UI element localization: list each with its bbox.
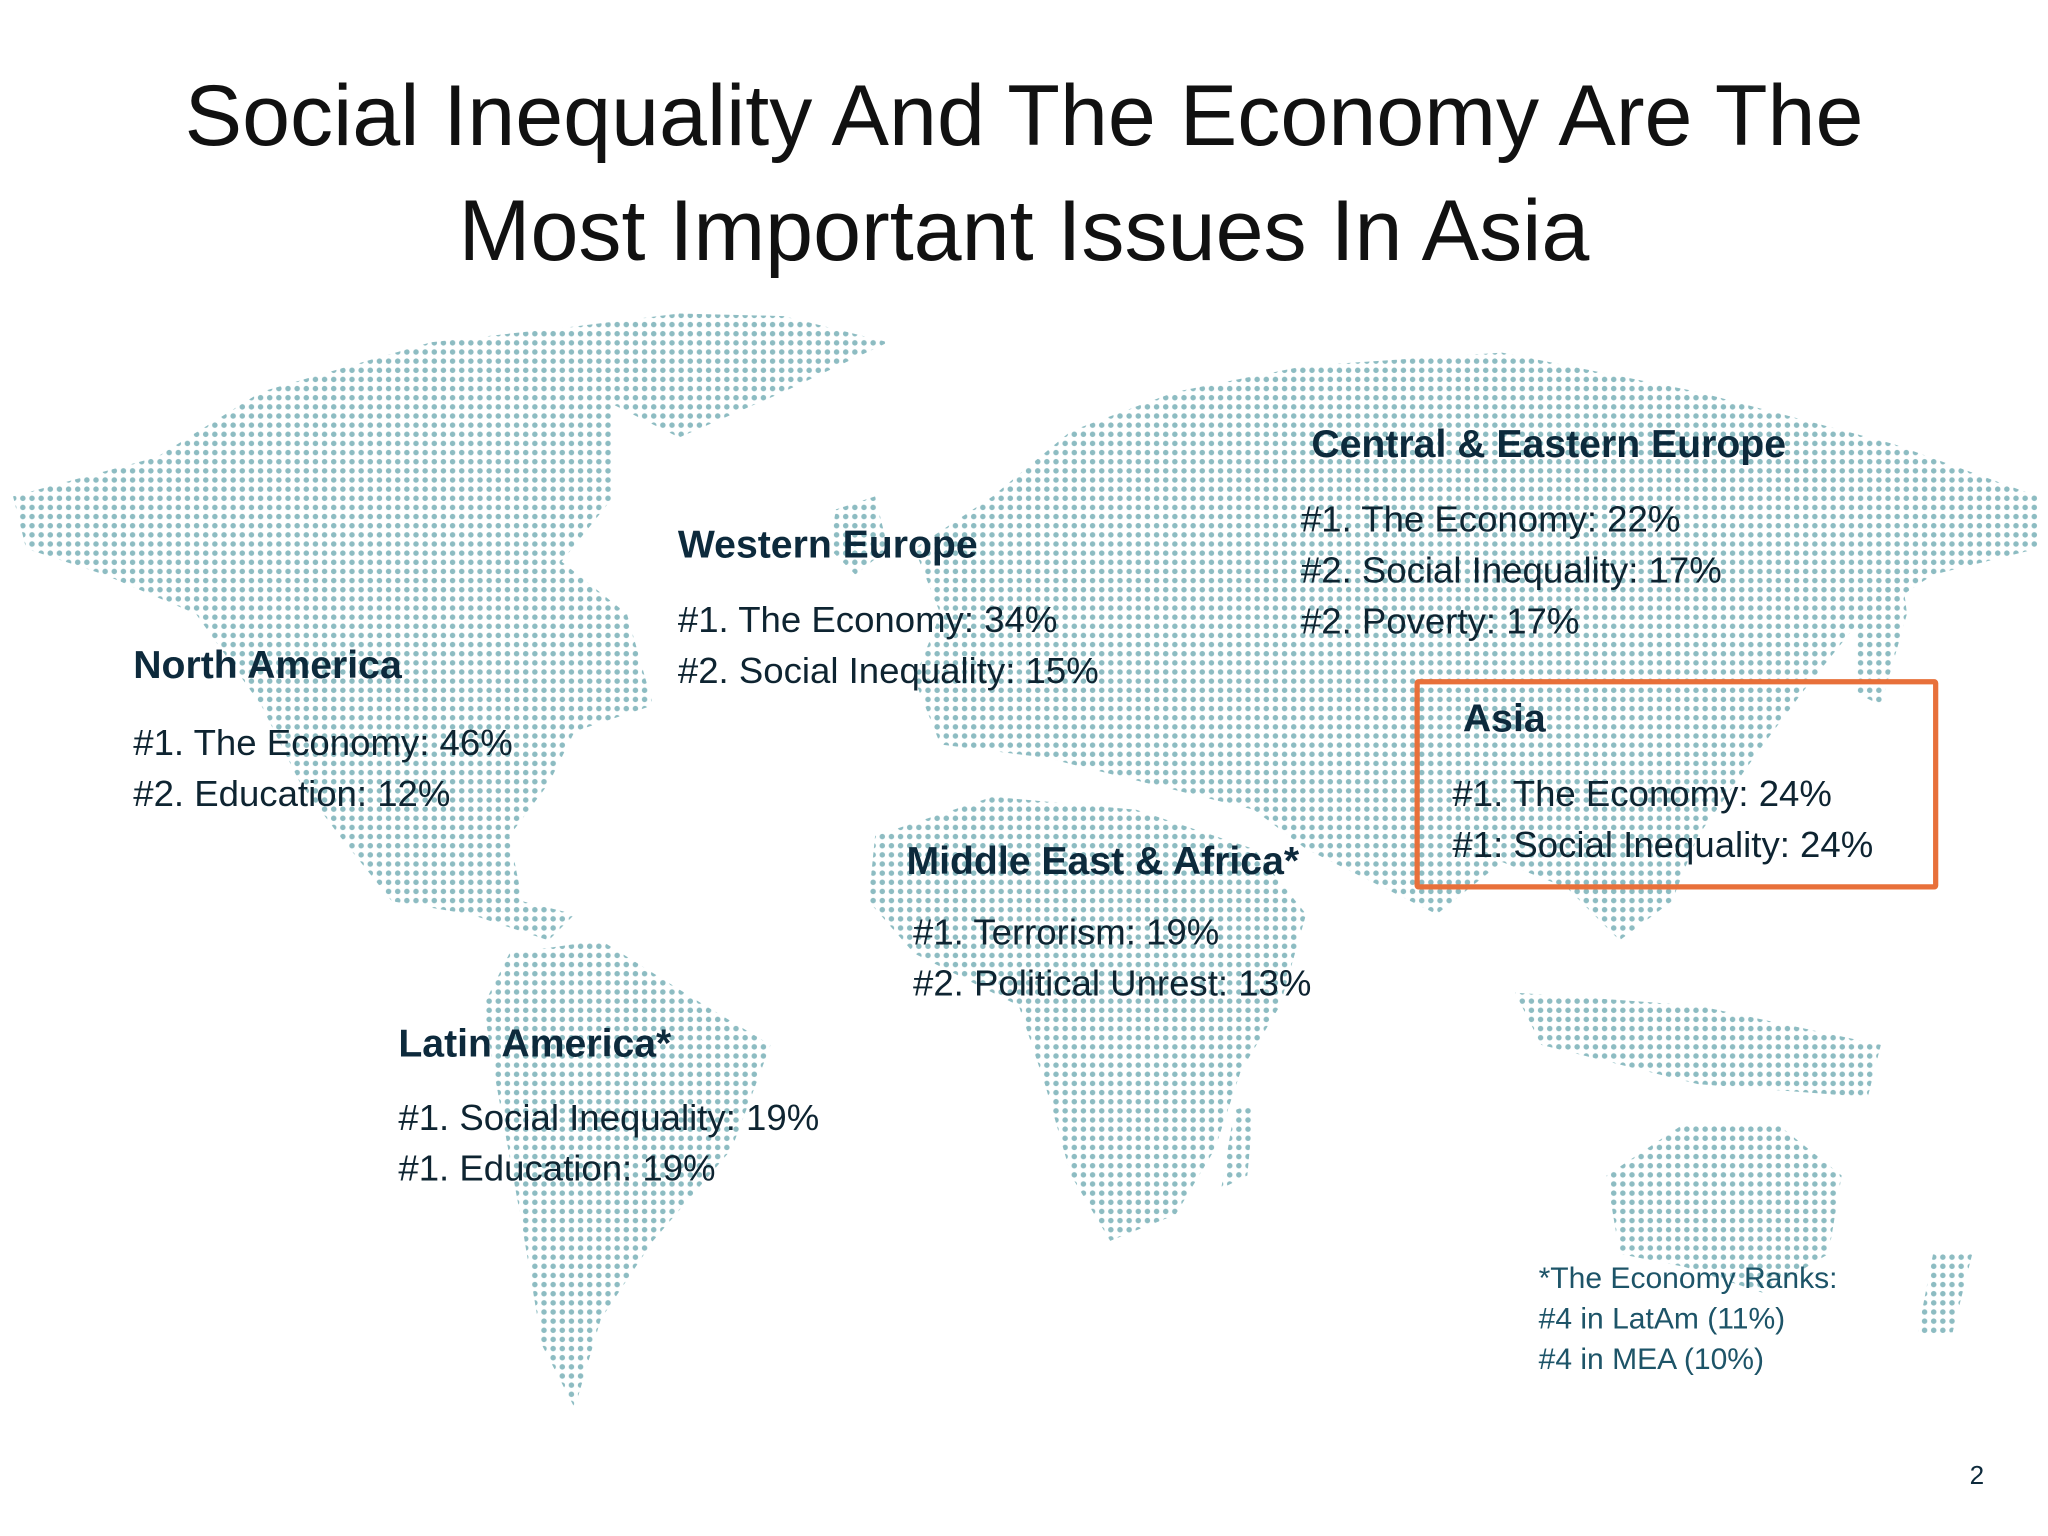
region: Western Europe #1. The Economy: 34% #2. …	[678, 522, 1099, 696]
region-item: #1. The Economy: 22%	[1300, 498, 1681, 540]
region-item: #1. Social Inequality: 19%	[398, 1097, 820, 1138]
greenland	[574, 313, 889, 438]
region: Asia #1. The Economy: 24% #1: Social Ine…	[1452, 696, 1873, 870]
page-number: 2	[1969, 1461, 1985, 1491]
africa	[868, 796, 1307, 1241]
region-name: North America	[133, 643, 402, 688]
region-name: Middle East & Africa*	[906, 839, 1300, 883]
uk	[829, 496, 889, 575]
south-america	[483, 940, 771, 1408]
region-item: #1. The Economy: 46%	[133, 722, 513, 763]
slide-title: Social Inequality And The Economy Are Th…	[184, 66, 1864, 279]
australia	[1606, 1123, 1842, 1294]
continents	[13, 313, 2038, 1408]
region-name: Western Europe	[677, 523, 978, 567]
footnote-line: *The Economy Ranks:	[1538, 1260, 1838, 1295]
region-name: Latin America*	[398, 1022, 672, 1066]
region-name: Central & Eastern Europe	[1311, 423, 1787, 467]
region-item: #1. Terrorism: 19%	[912, 911, 1220, 953]
madagascar	[1221, 1103, 1254, 1189]
region: Central & Eastern Europe #1. The Economy…	[1301, 422, 1787, 647]
eurasia	[914, 352, 2038, 941]
footnote-line: #4 in LatAm (11%)	[1538, 1300, 1786, 1335]
north-america	[13, 326, 654, 941]
region: Latin America* #1. Social Inequality: 19…	[398, 1021, 819, 1193]
region-item: #2. Political Unrest: 13%	[912, 962, 1312, 1004]
region-item: #2. Education: 12%	[133, 773, 451, 814]
indonesia	[1515, 992, 1881, 1098]
new-zealand	[1917, 1253, 1973, 1335]
footnote-line: #4 in MEA (10%)	[1538, 1341, 1765, 1376]
region-item: #1. The Economy: 34%	[677, 599, 1058, 640]
region-name: Asia	[1462, 697, 1546, 741]
japan	[1854, 561, 1907, 706]
region-item: #2. Social Inequality: 17%	[1300, 549, 1722, 591]
region-item: #2. Social Inequality: 15%	[677, 650, 1099, 691]
region-item: #1: Social Inequality: 24%	[1452, 824, 1874, 865]
footnote: *The Economy Ranks: #4 in LatAm (11%) #4…	[1539, 1258, 1838, 1379]
region: North America #1. The Economy: 46% #2. E…	[133, 643, 512, 819]
region: Middle East & Africa* #1. Terrorism: 19%…	[906, 839, 1311, 1009]
highlight-box	[1414, 679, 1939, 890]
region-item: #2. Poverty: 17%	[1300, 600, 1580, 642]
region-item: #1. Education: 19%	[398, 1148, 716, 1189]
region-item: #1. The Economy: 24%	[1452, 773, 1832, 814]
